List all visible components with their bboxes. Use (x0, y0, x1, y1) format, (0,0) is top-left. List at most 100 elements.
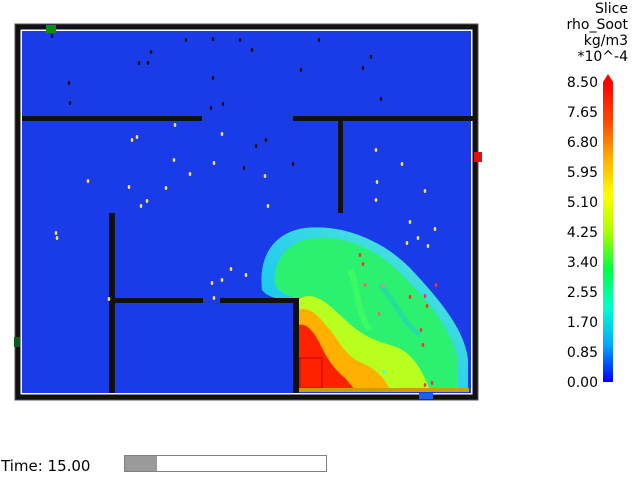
particle (363, 283, 367, 287)
colorbar-tick-label: 2.55 (567, 285, 598, 301)
particle (358, 253, 362, 257)
interior-wall (338, 121, 343, 213)
vent-marker (474, 152, 482, 162)
particle (374, 198, 378, 202)
particle (107, 297, 111, 301)
particle (238, 38, 242, 42)
particle (416, 236, 420, 240)
plume-streak-1 (347, 268, 373, 332)
particle (254, 144, 258, 148)
particle (379, 97, 383, 101)
particle (211, 37, 215, 41)
particle (173, 123, 177, 127)
particle (408, 295, 412, 299)
particle (263, 174, 267, 178)
particle (139, 204, 143, 208)
legend-title-line: Slice (595, 1, 628, 17)
particle (55, 236, 59, 240)
colorbar-gradient: 8.50 7.65 6.80 5.95 5.10 4.25 3.40 2.55 1.70 0.85… (567, 74, 613, 391)
particle (127, 185, 131, 189)
particle (299, 68, 303, 72)
vent-marker (14, 337, 20, 347)
particle (137, 61, 141, 65)
colorbar-tick-label: 7.65 (567, 105, 598, 121)
particle (130, 138, 134, 142)
particle (264, 138, 268, 142)
outer-wall (15, 24, 478, 400)
soot-plume-peak (298, 324, 355, 390)
colorbar-tick-label: 0.00 (567, 375, 598, 391)
particle (67, 81, 71, 85)
colorbar-tick-label: 3.40 (567, 255, 598, 271)
legend-title-line: rho_Soot (566, 17, 628, 33)
particle (244, 273, 248, 277)
time-label: Time: 15.00 (1, 457, 91, 475)
particle (377, 312, 381, 316)
particle (250, 48, 254, 52)
particle (135, 135, 139, 139)
colorbar-tick-label: 1.70 (567, 315, 598, 331)
colorbar-tick-label: 4.25 (567, 225, 598, 241)
interior-wall (109, 213, 115, 393)
particle (317, 38, 321, 42)
particle (361, 66, 365, 70)
particle (212, 296, 216, 300)
particle (421, 343, 425, 347)
interior-wall (220, 298, 298, 303)
particle (291, 162, 295, 166)
simulation-viewport[interactable] (0, 0, 520, 410)
outer-wall-shadow (14, 23, 479, 401)
particle (405, 241, 409, 245)
particle (54, 231, 58, 235)
particle (209, 106, 213, 110)
particle (229, 267, 233, 271)
particle (188, 172, 192, 176)
interior-wall (293, 298, 299, 393)
colorbar-bar (603, 82, 613, 382)
vent-marker (46, 25, 56, 33)
particle (149, 50, 153, 54)
particle (434, 283, 438, 287)
interior-wall (22, 116, 202, 121)
particle (430, 381, 434, 385)
vent-marker (419, 393, 433, 399)
colorbar-tick-label: 5.95 (567, 165, 598, 181)
particle (220, 132, 224, 136)
particle (184, 38, 188, 42)
colorbar-legend: Slice rho_Soot kg/m3 *10^-4 8.50 7.65 6.80… (560, 0, 640, 400)
interior-wall (293, 116, 473, 121)
particle (86, 179, 90, 183)
particle (361, 262, 365, 266)
particle (375, 180, 379, 184)
particle (419, 328, 423, 332)
particle (172, 158, 176, 162)
particle (68, 101, 72, 105)
particle (146, 61, 150, 65)
particle (50, 34, 54, 38)
particle (426, 244, 430, 248)
plume-streak-2 (378, 283, 422, 337)
particle (423, 383, 427, 387)
colorbar-tick-label: 8.50 (567, 75, 598, 91)
particle (423, 189, 427, 193)
particle (242, 166, 246, 170)
particle (369, 55, 373, 59)
particle (211, 76, 215, 80)
colorbar-tick-label: 5.10 (567, 195, 598, 211)
particle (433, 227, 437, 231)
colorbar-max-arrow (603, 74, 613, 82)
particle (220, 278, 224, 282)
time-slider[interactable] (124, 455, 327, 472)
particle (423, 294, 427, 298)
particle (382, 370, 386, 374)
particle (425, 304, 429, 308)
particle (374, 148, 378, 152)
particle (145, 199, 149, 203)
particles (50, 34, 438, 387)
particle (210, 281, 214, 285)
colorbar-tick-label: 6.80 (567, 135, 598, 151)
legend-title-line: kg/m3 (583, 33, 628, 49)
particle (266, 204, 270, 208)
burner-floor-edge (299, 388, 469, 392)
legend-title-line: *10^-4 (577, 49, 628, 65)
